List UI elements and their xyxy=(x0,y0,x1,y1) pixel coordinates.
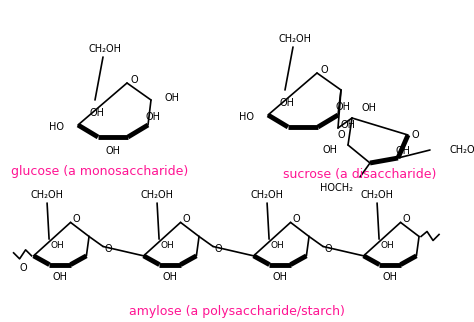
Text: OH: OH xyxy=(165,93,180,103)
Text: O: O xyxy=(293,214,301,224)
Text: O: O xyxy=(324,244,332,254)
Text: OH: OH xyxy=(380,241,394,250)
Text: O: O xyxy=(183,214,191,224)
Text: OH: OH xyxy=(383,272,398,282)
Text: O: O xyxy=(130,75,138,85)
Text: CH₂OH: CH₂OH xyxy=(141,190,173,200)
Text: CH₂OH: CH₂OH xyxy=(251,190,283,200)
Text: HOCH₂: HOCH₂ xyxy=(320,183,353,193)
Text: HO: HO xyxy=(49,122,64,132)
Text: OH: OH xyxy=(146,112,161,122)
Text: OH: OH xyxy=(273,272,288,282)
Text: OH: OH xyxy=(323,145,338,155)
Text: OH: OH xyxy=(362,103,377,113)
Text: O: O xyxy=(411,130,419,140)
Text: O: O xyxy=(20,263,27,273)
Text: OH: OH xyxy=(395,146,410,156)
Text: O: O xyxy=(403,214,410,224)
Text: OH: OH xyxy=(106,146,120,156)
Text: CH₂OH: CH₂OH xyxy=(89,44,121,54)
Text: sucrose (a disaccharide): sucrose (a disaccharide) xyxy=(283,168,437,181)
Text: OH: OH xyxy=(53,272,67,282)
Text: amylose (a polysaccharide/starch): amylose (a polysaccharide/starch) xyxy=(129,305,345,318)
Text: O: O xyxy=(320,65,328,75)
Text: O: O xyxy=(73,214,81,224)
Text: OH: OH xyxy=(280,98,295,108)
Text: OH: OH xyxy=(90,108,105,118)
Text: OH: OH xyxy=(163,272,177,282)
Text: OH: OH xyxy=(50,241,64,250)
Text: OH: OH xyxy=(336,102,351,112)
Text: CH₂OH: CH₂OH xyxy=(31,190,64,200)
Text: CH₂OH: CH₂OH xyxy=(279,34,311,44)
Text: glucose (a monosaccharide): glucose (a monosaccharide) xyxy=(11,165,189,178)
Text: CH₂OH: CH₂OH xyxy=(450,145,474,155)
Text: O: O xyxy=(337,130,345,140)
Text: OH: OH xyxy=(160,241,174,250)
Text: CH₂OH: CH₂OH xyxy=(361,190,393,200)
Text: HO: HO xyxy=(239,112,254,122)
Text: OH: OH xyxy=(270,241,284,250)
Text: O: O xyxy=(214,244,222,254)
Text: O: O xyxy=(104,244,112,254)
Text: OH: OH xyxy=(341,120,356,130)
